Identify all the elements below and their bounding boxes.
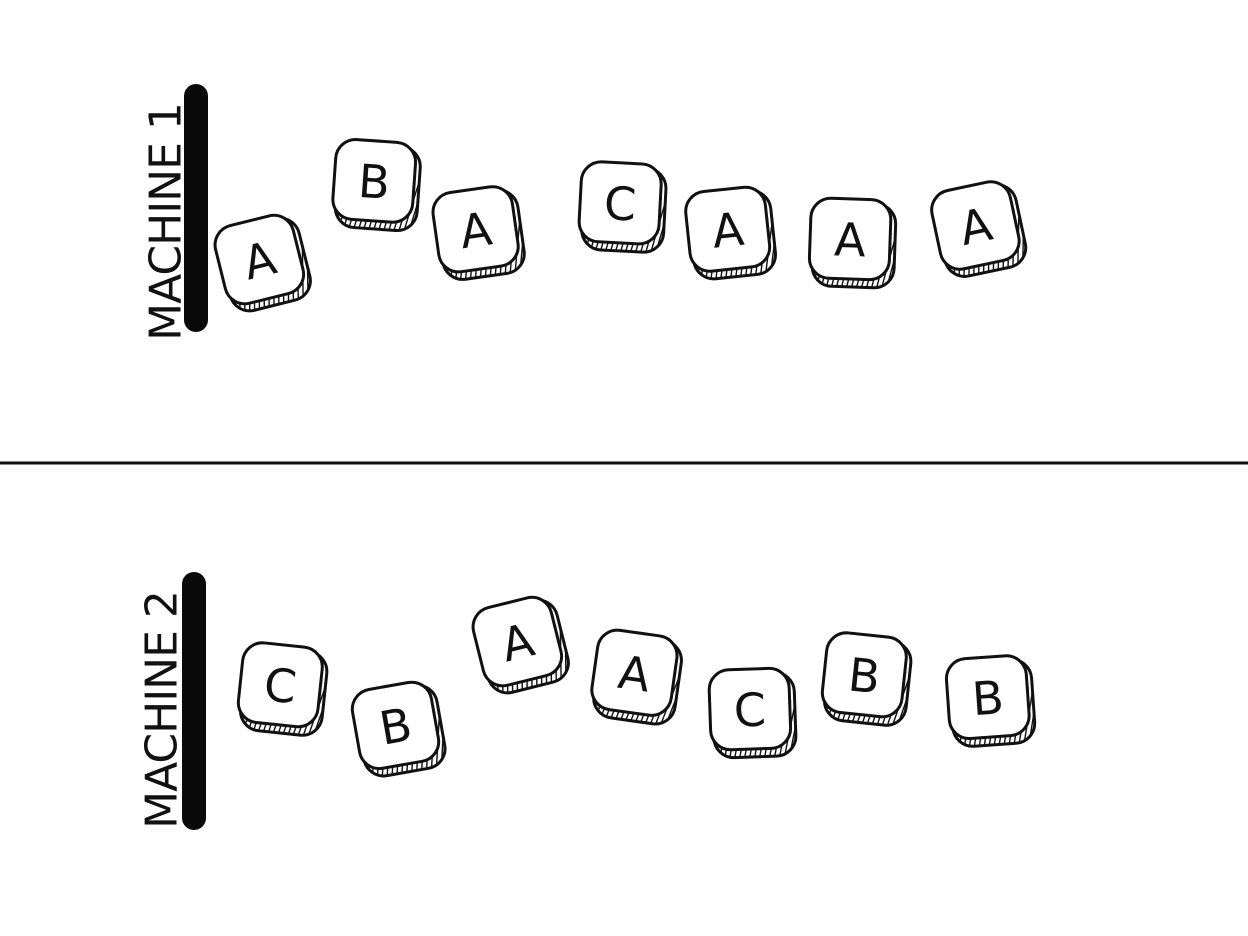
- letter-tile: C: [707, 666, 798, 760]
- tile-face: [471, 595, 564, 688]
- letter-tile: C: [236, 641, 329, 738]
- tile-face: [684, 185, 772, 273]
- tile-letter: A: [833, 212, 867, 267]
- tile-face: [590, 628, 679, 717]
- tile-face: [236, 641, 324, 729]
- letter-tile: A: [471, 595, 572, 698]
- tile-face: [350, 680, 441, 771]
- tile-letter: B: [357, 154, 392, 210]
- tile-letter: C: [603, 176, 638, 232]
- letter-tile: A: [807, 196, 898, 290]
- tile-face: [820, 631, 908, 719]
- letter-tile: A: [930, 180, 1030, 281]
- machine-1-label: MACHINE 1: [141, 103, 192, 341]
- tile-face: [331, 138, 418, 224]
- tile-face: [944, 654, 1031, 740]
- machine-1-panel: MACHINE 1 ABA C A A A: [141, 84, 1030, 341]
- letter-tile: B: [350, 680, 449, 780]
- letter-tile: A: [431, 185, 527, 282]
- machine-2-bar: [182, 572, 206, 830]
- tile-letter: B: [846, 647, 883, 704]
- machine-1-bar: [184, 84, 208, 332]
- letter-tile: B: [944, 654, 1037, 748]
- tile-face: [213, 213, 306, 306]
- tile-face: [807, 196, 893, 282]
- tile-face: [707, 666, 793, 752]
- tile-letter: C: [733, 683, 767, 738]
- tile-face: [431, 185, 520, 274]
- tile-face: [930, 180, 1021, 271]
- machine-2-label: MACHINE 2: [137, 591, 188, 829]
- tile-face: [577, 160, 663, 246]
- tile-letter: B: [970, 670, 1005, 726]
- letter-tile: A: [684, 185, 778, 281]
- letter-tile: B: [820, 631, 913, 728]
- machine-1-tile-row: ABA C A A A: [213, 138, 1030, 316]
- tile-letter: C: [261, 657, 299, 714]
- tile-letter: A: [709, 202, 746, 259]
- letter-tile: C: [577, 160, 668, 254]
